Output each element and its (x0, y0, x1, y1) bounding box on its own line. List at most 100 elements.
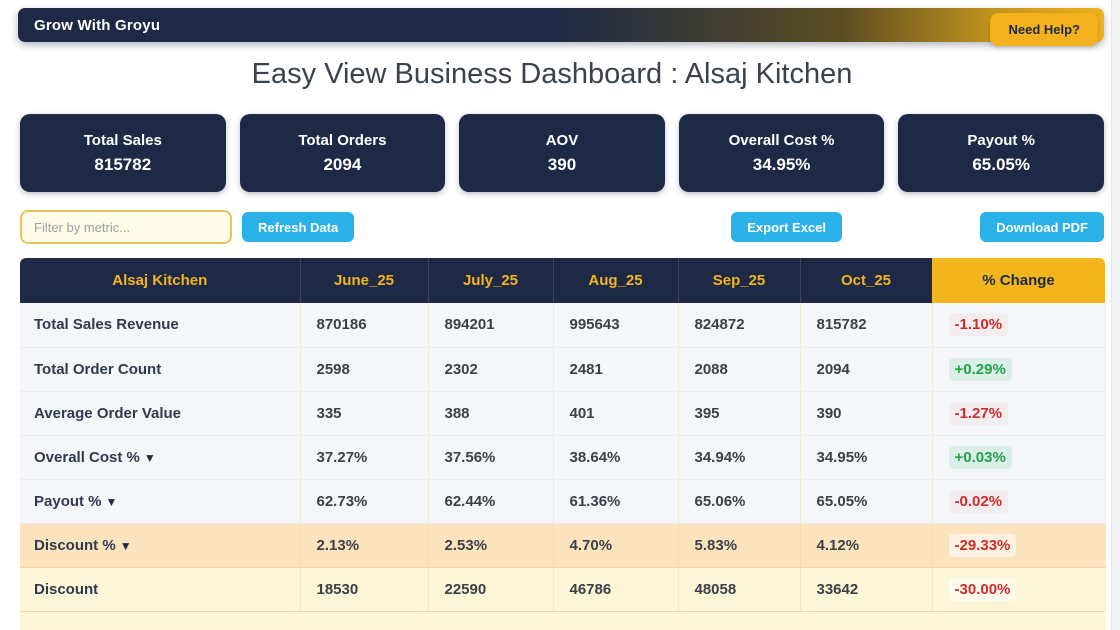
kpi-value: 815782 (94, 154, 152, 174)
value-cell: 894201 (428, 303, 554, 348)
partial-next-row (20, 611, 1105, 630)
value-cell: 2094 (800, 347, 933, 392)
value-cell: 33642 (800, 567, 933, 612)
value-cell: 395 (678, 391, 801, 436)
change-cell: +0.03% (932, 435, 1106, 480)
value-cell: 65.05% (800, 479, 933, 524)
change-value-negative: -30.00% (948, 577, 1017, 601)
value-cell: 388 (428, 391, 554, 436)
value-cell: 18530 (300, 567, 429, 612)
value-cell: 38.64% (553, 435, 679, 480)
change-value-negative: -1.27% (948, 401, 1009, 425)
change-value-positive: +0.29% (948, 357, 1012, 381)
column-header-3: Aug_25 (553, 258, 679, 303)
kpi-label: Total Sales (83, 131, 162, 149)
table-row-1: Total Order Count 2598 2302 2481 2088 2094 +0.… (20, 347, 1106, 392)
value-cell: 34.94% (678, 435, 801, 480)
change-cell: -1.10% (932, 303, 1106, 348)
filter-input[interactable] (20, 210, 232, 244)
kpi-card-3: Overall Cost % 34.95% (678, 114, 885, 192)
value-cell: 401 (553, 391, 679, 436)
change-value-negative: -0.02% (948, 489, 1009, 513)
column-header-1: June_25 (300, 258, 429, 303)
value-cell: 48058 (678, 567, 801, 612)
change-value-positive: +0.03% (948, 445, 1012, 469)
kpi-value: 390 (547, 154, 577, 174)
export-excel-button[interactable]: Export Excel (731, 212, 842, 242)
metric-label: Total Sales Revenue (34, 316, 179, 334)
download-pdf-button[interactable]: Download PDF (980, 212, 1104, 242)
need-help-button[interactable]: Need Help? (990, 12, 1098, 46)
kpi-value: 34.95% (752, 154, 811, 174)
value-cell: 37.56% (428, 435, 554, 480)
value-cell: 34.95% (800, 435, 933, 480)
kpi-card-4: Payout % 65.05% (898, 114, 1104, 192)
column-header-4: Sep_25 (678, 258, 801, 303)
value-cell: 4.12% (800, 523, 933, 568)
table-body: Total Sales Revenue 870186 894201 995643 824… (20, 303, 1106, 612)
top-navbar: Grow With Groyu Need Help? (18, 8, 1104, 46)
kpi-cards: Total Sales 815782 Total Orders 2094 AOV 390 O… (20, 114, 1104, 192)
change-value-negative: -29.33% (948, 533, 1017, 557)
sort-desc-icon[interactable]: ▼ (143, 450, 156, 465)
kpi-card-2: AOV 390 (459, 114, 665, 192)
value-cell: 870186 (300, 303, 429, 348)
kpi-value: 2094 (323, 154, 362, 174)
kpi-label: Overall Cost % (728, 131, 835, 149)
value-cell: 46786 (553, 567, 679, 612)
kpi-card-0: Total Sales 815782 (20, 114, 226, 192)
value-cell: 5.83% (678, 523, 801, 568)
brand-title: Grow With Groyu (34, 16, 161, 34)
column-header-0: Alsaj Kitchen (20, 258, 301, 303)
column-header-5: Oct_25 (800, 258, 933, 303)
table-row-3: Overall Cost % ▼ 37.27% 37.56% 38.64% 34.94% 3… (20, 435, 1106, 480)
value-cell: 2302 (428, 347, 554, 392)
metrics-table: Alsaj Kitchen June_25 July_25 Aug_25 Sep_25 O… (20, 258, 1106, 612)
sort-desc-icon[interactable]: ▼ (119, 538, 132, 553)
table-row-4: Payout % ▼ 62.73% 62.44% 61.36% 65.06% 65.05% -… (20, 479, 1106, 524)
value-cell: 995643 (553, 303, 679, 348)
metric-label-cell: Discount (20, 567, 301, 612)
value-cell: 62.44% (428, 479, 554, 524)
scrollbar-track[interactable] (1111, 0, 1120, 630)
value-cell: 824872 (678, 303, 801, 348)
refresh-data-button[interactable]: Refresh Data (242, 212, 355, 242)
metric-label-cell: Total Order Count (20, 347, 301, 392)
metric-label-cell: Total Sales Revenue (20, 303, 301, 348)
metric-label: Discount (34, 580, 99, 598)
toolbar: Refresh Data Export Excel Download PDF (20, 210, 1104, 246)
value-cell: 4.70% (553, 523, 679, 568)
value-cell: 37.27% (300, 435, 429, 480)
value-cell: 22590 (428, 567, 554, 612)
kpi-card-1: Total Orders 2094 (239, 114, 446, 192)
value-cell: 815782 (800, 303, 933, 348)
change-value-negative: -1.10% (948, 313, 1009, 337)
value-cell: 2481 (553, 347, 679, 392)
change-cell: +0.29% (932, 347, 1106, 392)
change-cell: -1.27% (932, 391, 1106, 436)
metric-label-cell: Discount % ▼ (20, 523, 301, 568)
value-cell: 390 (800, 391, 933, 436)
column-header-6: % Change (932, 258, 1106, 303)
value-cell: 62.73% (300, 479, 429, 524)
metric-label: Discount % (34, 536, 116, 554)
column-header-2: July_25 (428, 258, 554, 303)
table-row-2: Average Order Value 335 388 401 395 390 -1.27% (20, 391, 1106, 436)
sort-desc-icon[interactable]: ▼ (105, 494, 118, 509)
metric-label-cell: Average Order Value (20, 391, 301, 436)
kpi-label: Payout % (967, 131, 1035, 149)
value-cell: 2088 (678, 347, 801, 392)
table-row-6: Discount 18530 22590 46786 48058 33642 -30.00% (20, 567, 1106, 612)
value-cell: 2598 (300, 347, 429, 392)
kpi-value: 65.05% (972, 154, 1030, 174)
metric-label: Payout % (34, 492, 102, 510)
kpi-label: AOV (545, 131, 579, 149)
value-cell: 61.36% (553, 479, 679, 524)
change-cell: -29.33% (932, 523, 1106, 568)
change-cell: -0.02% (932, 479, 1106, 524)
metric-label: Total Order Count (34, 360, 162, 378)
metric-label: Overall Cost % (34, 448, 140, 466)
value-cell: 2.13% (300, 523, 429, 568)
metric-label: Average Order Value (34, 404, 182, 422)
